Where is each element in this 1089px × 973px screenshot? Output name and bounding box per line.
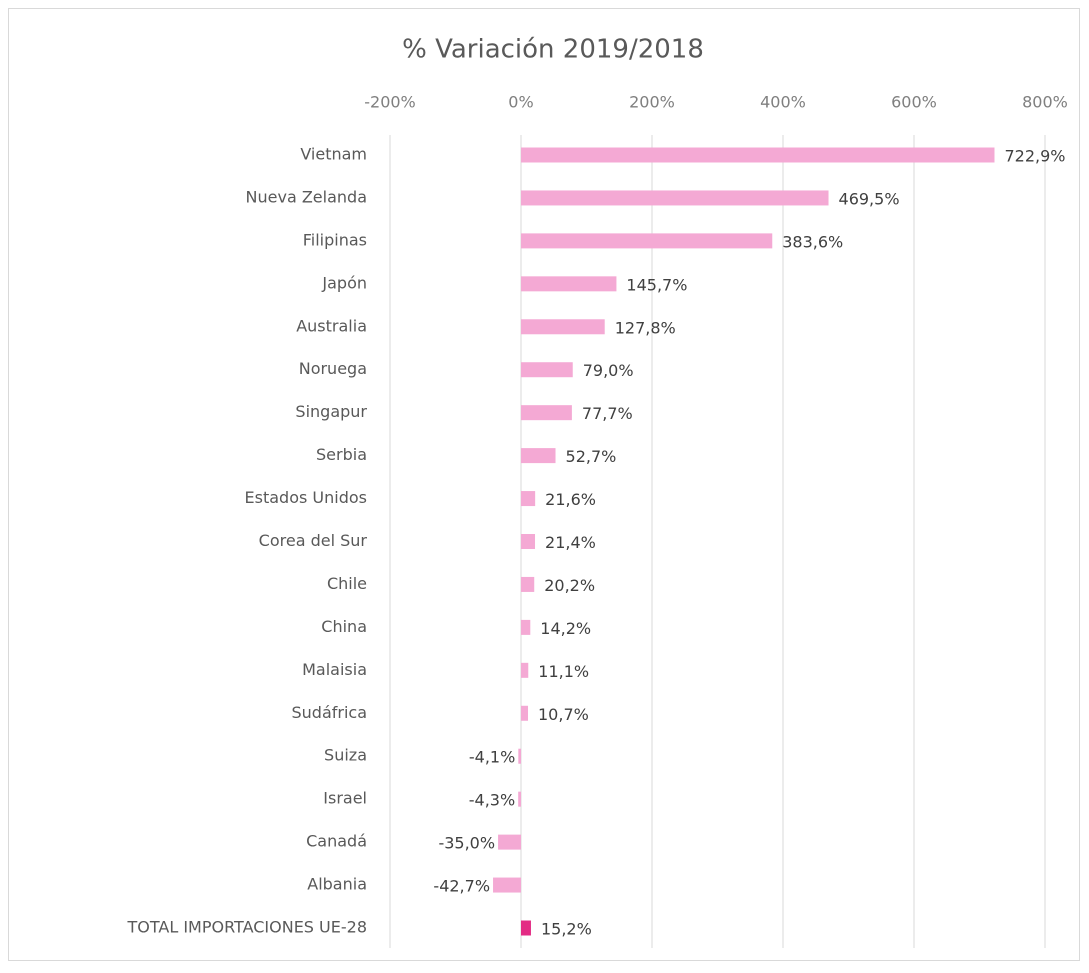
bar (521, 448, 556, 464)
y-tick-label: Estados Unidos (245, 488, 367, 507)
bar (521, 619, 531, 635)
chart-border (8, 8, 1080, 961)
bar (521, 190, 829, 206)
data-label: 21,4% (545, 533, 596, 552)
data-label: 383,6% (782, 232, 843, 251)
chart-title: % Variación 2019/2018 (402, 35, 704, 65)
y-tick-label: Suiza (324, 746, 367, 765)
x-tick-label: 0% (508, 93, 533, 112)
y-tick-label: Japón (321, 273, 367, 292)
x-tick-label: -200% (364, 93, 416, 112)
y-tick-label: Corea del Sur (259, 531, 368, 550)
data-label: 10,7% (538, 705, 589, 724)
y-tick-label: Canadá (306, 832, 367, 851)
bar (521, 705, 529, 721)
y-tick-label: Malaisia (302, 660, 367, 679)
bar (521, 362, 573, 378)
data-label: 145,7% (626, 275, 687, 294)
y-tick-label: Singapur (295, 402, 367, 421)
y-tick-label: China (321, 617, 367, 636)
data-label: 77,7% (582, 404, 633, 423)
y-tick-label: Filipinas (303, 230, 367, 249)
x-tick-label: 600% (891, 93, 937, 112)
y-tick-label: Albania (307, 875, 367, 894)
data-label: 52,7% (566, 447, 617, 466)
y-tick-label: Sudáfrica (291, 703, 367, 722)
y-tick-label: Noruega (299, 359, 367, 378)
bar (521, 576, 535, 592)
y-tick-label: Vietnam (300, 145, 367, 164)
bar (518, 791, 521, 807)
x-tick-label: 800% (1022, 93, 1068, 112)
data-label: 469,5% (839, 189, 900, 208)
bar (521, 534, 536, 549)
bar (521, 662, 529, 678)
bar (521, 233, 773, 249)
data-label: -42,7% (433, 877, 490, 896)
bar (493, 877, 521, 893)
data-label: 79,0% (583, 361, 634, 380)
data-label: 20,2% (544, 576, 595, 595)
y-tick-label: Nueva Zelanda (246, 187, 367, 206)
data-label: 127,8% (615, 318, 676, 337)
bar (521, 491, 536, 507)
bar (521, 405, 572, 421)
data-label: -4,3% (469, 791, 515, 810)
bar (521, 147, 995, 163)
data-label: -4,1% (469, 748, 515, 767)
y-tick-label: Serbia (316, 445, 367, 464)
data-label: 15,2% (541, 920, 592, 939)
bar (498, 834, 521, 850)
data-label: 21,6% (545, 490, 596, 509)
y-tick-label: Israel (323, 789, 367, 808)
y-tick-label: Chile (327, 574, 367, 593)
bar (518, 748, 521, 764)
x-tick-label: 400% (760, 93, 806, 112)
data-label: 11,1% (538, 662, 589, 681)
y-tick-label: Australia (296, 316, 367, 335)
data-label: -35,0% (438, 834, 495, 853)
data-label: 14,2% (540, 619, 591, 638)
bar (521, 920, 531, 936)
bar (521, 319, 605, 335)
y-tick-label: TOTAL IMPORTACIONES UE-28 (126, 918, 367, 937)
data-label: 722,9% (1004, 147, 1065, 166)
x-tick-label: 200% (629, 93, 675, 112)
bar (521, 276, 617, 292)
